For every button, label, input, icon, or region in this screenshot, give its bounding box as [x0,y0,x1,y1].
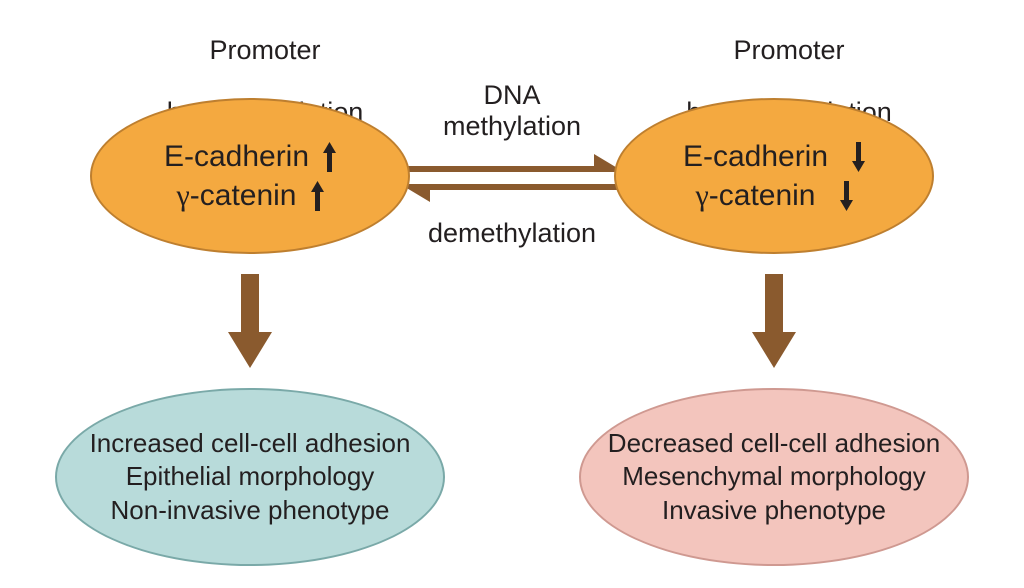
left-outcome-ellipse: Increased cell-cell adhesion Epithelial … [55,388,445,566]
up-arrow-icon [323,142,336,172]
left-outcome-line3: Non-invasive phenotype [111,494,390,527]
right-protein1-label: E-cadherin [683,137,828,176]
center-bottom-text: demethylation [428,218,596,248]
left-protein-row-1: E-cadherin [164,137,336,176]
up-arrow-icon [311,181,324,211]
right-protein2-label: γ-catenin [696,176,816,215]
left-outcome-line2: Epithelial morphology [126,460,375,493]
left-protein-ellipse: E-cadherin γ-catenin [90,98,410,254]
right-protein-ellipse: E-cadherin γ-catenin [614,98,934,254]
down-arrow-icon [852,142,865,172]
right-outcome-ellipse: Decreased cell-cell adhesion Mesenchymal… [579,388,969,566]
right-title-line1: Promoter [733,35,844,65]
left-protein-row-2: γ-catenin [177,176,324,215]
left-title-line1: Promoter [209,35,320,65]
right-down-arrow-icon [752,274,796,368]
center-bottom-label: demethylation [412,218,612,249]
down-arrow-icon [840,181,853,211]
equilibrium-arrows-icon [398,150,626,212]
center-top-label: DNA methylation [412,80,612,142]
left-outcome-line1: Increased cell-cell adhesion [90,427,411,460]
right-protein-row-1: E-cadherin [683,137,865,176]
center-top-line1: DNA [483,80,540,110]
center-top-line2: methylation [443,111,581,141]
left-down-arrow-icon [228,274,272,368]
right-outcome-line1: Decreased cell-cell adhesion [608,427,940,460]
left-protein1-label: E-cadherin [164,137,309,176]
right-outcome-line2: Mesenchymal morphology [622,460,925,493]
right-protein-row-2: γ-catenin [696,176,853,215]
left-protein2-label: γ-catenin [177,176,297,215]
right-outcome-line3: Invasive phenotype [662,494,886,527]
